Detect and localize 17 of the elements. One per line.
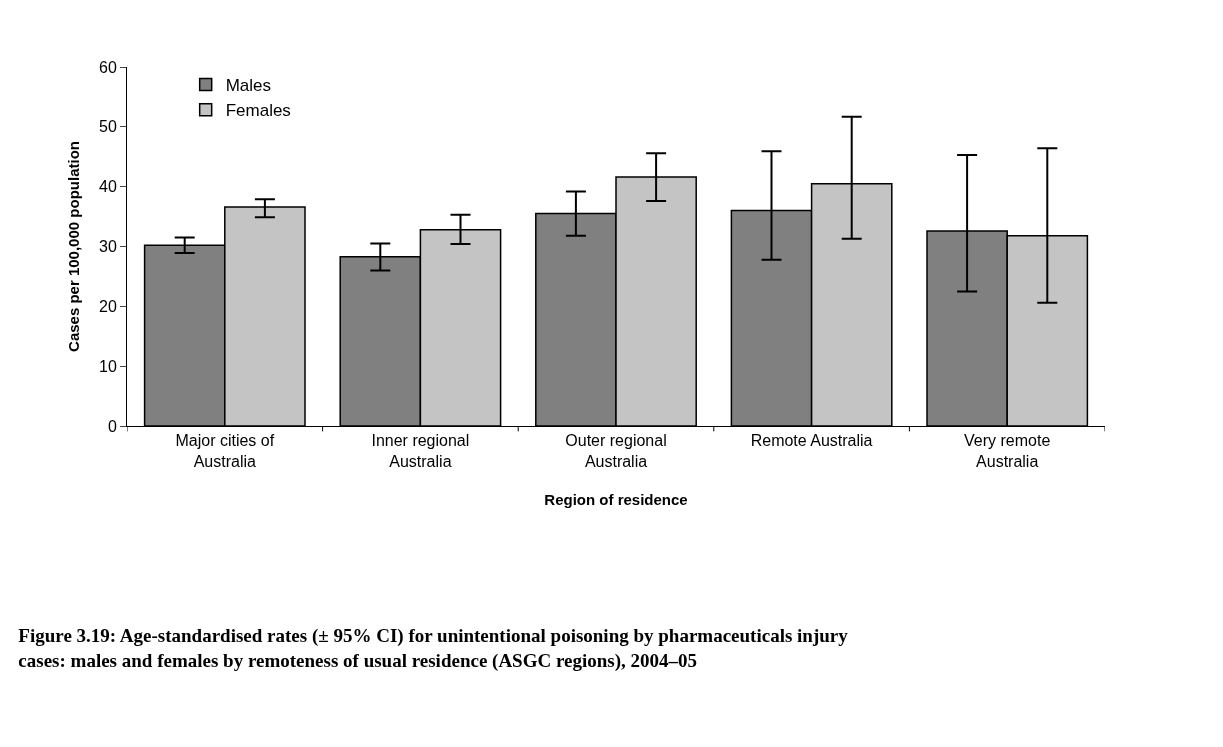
y-axis-title: Cases per 100,000 population bbox=[65, 141, 83, 352]
y-tick-label: 40 bbox=[99, 178, 117, 196]
x-tick-label: Outer regional Australia bbox=[565, 432, 667, 470]
y-tick-label: 60 bbox=[99, 58, 117, 76]
y-tick-label: 0 bbox=[107, 417, 117, 435]
y-tick-label: 20 bbox=[99, 297, 117, 315]
x-tick-label: Very remote Australia bbox=[964, 432, 1051, 470]
y-tick-label: 10 bbox=[99, 357, 117, 375]
x-axis-title: Region of residence bbox=[544, 491, 688, 508]
x-tick-label: Inner regional Australia bbox=[371, 432, 470, 470]
text: Figure 3.19: Age-standardised rates (± 95% CI) for unintentional poisoning by pharmaceuticals injury cases: males and females by remoteness of usual residence (ASGC regions), 2004–05 bbox=[18, 625, 849, 673]
legend-label: Males bbox=[225, 76, 272, 96]
x-tick-label: Major cities of Australia bbox=[175, 432, 275, 470]
y-tick-label: 30 bbox=[99, 238, 117, 256]
y-tick-label: 50 bbox=[99, 118, 117, 136]
x-tick-label: Remote Australia bbox=[750, 432, 873, 450]
legend-label: Females bbox=[225, 101, 291, 121]
